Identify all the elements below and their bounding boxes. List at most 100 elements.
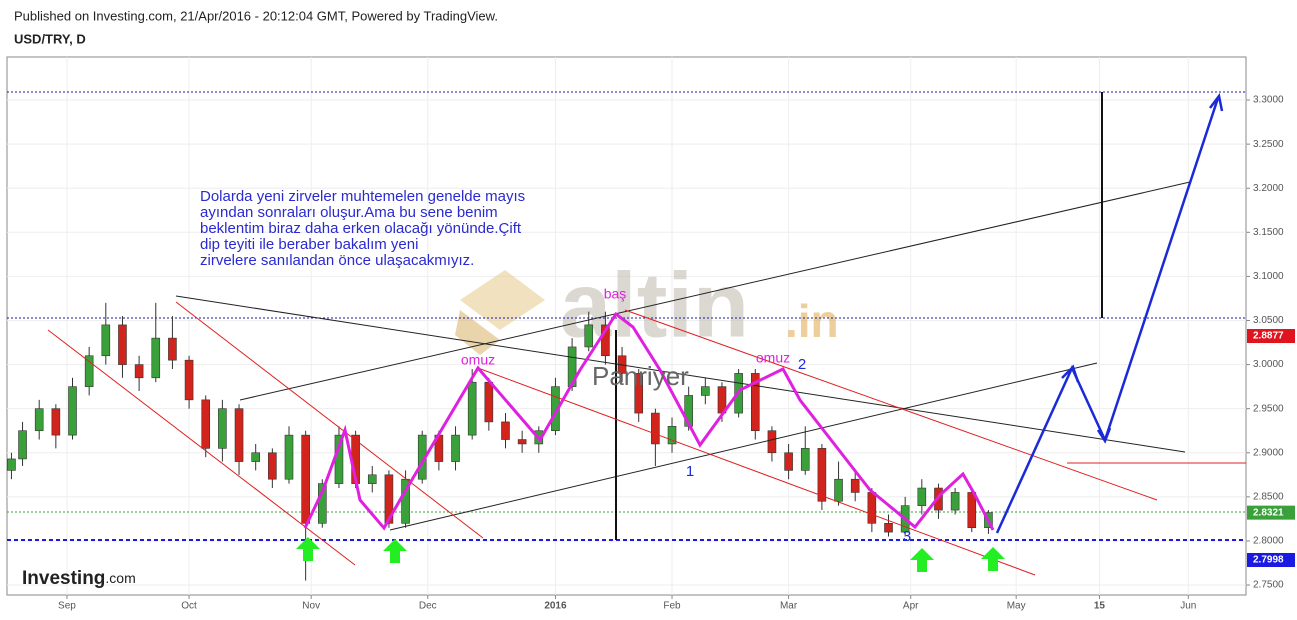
signal-arrows <box>296 537 1005 572</box>
annotation: omuz <box>756 350 790 366</box>
arrow-head <box>1096 427 1112 444</box>
candle-body <box>201 399 211 449</box>
channel-line <box>624 309 1158 501</box>
trendline <box>389 362 1098 531</box>
x-tick-label: Nov <box>302 601 320 612</box>
x-tick-label: May <box>1007 601 1026 612</box>
candle-body <box>800 448 810 471</box>
candle-body <box>218 408 227 449</box>
chart-title: USD/TRY, D <box>14 31 86 46</box>
candle-body <box>517 439 527 445</box>
annotation: baş <box>604 286 627 302</box>
price-badge-label: 2.8321 <box>1253 507 1284 518</box>
annotation: omuz <box>461 352 495 368</box>
price-badge-label: 2.7998 <box>1253 555 1284 566</box>
candle-body <box>168 337 177 361</box>
y-tick-label: 2.8000 <box>1253 536 1284 547</box>
candle-body <box>501 421 510 440</box>
pattern-zigzag <box>303 311 995 531</box>
candle-body <box>18 430 27 460</box>
up-arrow <box>910 548 934 572</box>
candle-body <box>384 474 394 524</box>
candle-body <box>467 381 477 436</box>
price-badge <box>1247 329 1295 343</box>
candle-body <box>34 408 44 432</box>
y-tick-label: 3.2000 <box>1253 183 1284 194</box>
up-arrow <box>981 547 1005 571</box>
candle-body <box>667 426 677 445</box>
candle-body <box>284 434 294 480</box>
candle-body <box>401 478 410 524</box>
channel-line <box>175 301 484 539</box>
candle-body <box>251 452 260 462</box>
note-line: zirvelere sanılandan önce ulaşacakmıyız. <box>200 252 474 269</box>
note-line: Dolarda yeni zirveler muhtemelen genelde… <box>200 188 525 205</box>
annotation: 3 <box>903 528 911 545</box>
note: Dolarda yeni zirveler muhtemelen genelde… <box>200 188 525 269</box>
candle-body <box>701 386 710 396</box>
candle-body <box>318 483 327 524</box>
candle-body <box>867 492 877 524</box>
note-line: beklentim biraz daha erken olacağı yönün… <box>200 220 522 237</box>
price-badge <box>1247 505 1295 520</box>
candle-body <box>7 458 16 471</box>
up-arrow <box>383 539 407 563</box>
channel-line <box>477 367 1036 576</box>
y-tick-label: 2.9500 <box>1253 403 1284 414</box>
candle-body <box>234 408 244 462</box>
header: Published on Investing.com, 21/Apr/2016 … <box>14 8 498 23</box>
logo-part: .com <box>105 570 135 586</box>
note-line: ayından sonraları oluşur.Ama bu sene ben… <box>200 204 498 221</box>
price-badge <box>1247 553 1295 567</box>
plot-frame <box>6 56 1247 596</box>
candle-body <box>850 478 860 493</box>
annotation: 2 <box>798 356 806 373</box>
y-tick-label: 2.9000 <box>1253 447 1284 458</box>
arrow-head <box>1061 364 1080 383</box>
candle-body <box>268 452 277 480</box>
y-tick-label: 3.1000 <box>1253 271 1284 282</box>
trendline <box>175 295 1186 453</box>
x-tick-label: Feb <box>663 601 681 612</box>
drawings <box>47 92 1246 576</box>
candle-body <box>834 478 843 502</box>
x-tick-label: Dec <box>419 601 437 612</box>
candle-body <box>601 324 610 357</box>
x-tick-label: Jun <box>1180 601 1196 612</box>
y-tick-label: 2.8500 <box>1253 491 1284 502</box>
y-tick-label: 3.0000 <box>1253 359 1284 370</box>
candle-body <box>51 408 61 436</box>
candle-body <box>584 324 594 348</box>
candle-body <box>451 434 460 462</box>
annotation: Panriyer <box>592 361 689 391</box>
x-tick-label: 15 <box>1094 601 1106 612</box>
candle-body <box>784 452 793 471</box>
x-tick-label: Mar <box>780 601 798 612</box>
y-tick-label: 3.2500 <box>1253 139 1284 150</box>
candle-body <box>68 386 77 436</box>
x-tick-label: Oct <box>181 601 197 612</box>
y-tick-label: 3.3000 <box>1253 95 1284 106</box>
watermark-text: .in <box>785 295 839 347</box>
note-line: dip teyiti ile beraber bakalım yeni <box>200 236 418 253</box>
channel-line <box>47 329 356 566</box>
candle-body <box>367 474 377 484</box>
candle-body <box>301 434 310 524</box>
candle-body <box>967 492 977 529</box>
watermark-logo <box>455 310 500 355</box>
up-arrow <box>296 537 320 561</box>
candle-body <box>917 487 927 506</box>
candle-body <box>634 373 644 414</box>
candle-body <box>750 373 760 432</box>
logo: Investing.com <box>22 568 136 589</box>
candle-body <box>184 359 194 401</box>
candle-body <box>950 492 960 511</box>
arrow-head <box>1209 93 1224 112</box>
candle-body <box>101 324 111 357</box>
candle-body <box>118 324 127 365</box>
candle-body <box>484 381 494 423</box>
y-tick-label: 2.7500 <box>1253 580 1284 591</box>
candle-body <box>767 430 777 454</box>
annotation: 1 <box>686 463 694 480</box>
